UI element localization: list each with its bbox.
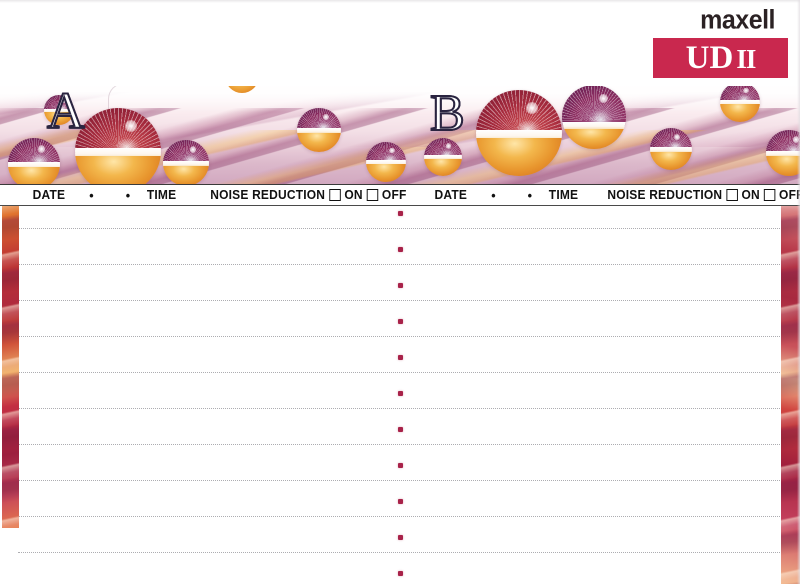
rule-line xyxy=(18,408,782,410)
center-divider-dot xyxy=(398,391,403,396)
side-a-fields: DATE • • TIME NOISE REDUCTION ON OFF xyxy=(0,185,407,205)
rule-line xyxy=(18,264,782,266)
artwork-band xyxy=(0,78,800,190)
rule-line xyxy=(18,516,782,518)
center-divider-dot xyxy=(398,211,403,216)
track-listing-writing-area[interactable] xyxy=(0,204,800,584)
artwork-sphere xyxy=(424,138,462,176)
side-b-fields: DATE • • TIME NOISE REDUCTION ON OFF xyxy=(400,185,800,205)
artwork-sphere xyxy=(297,108,341,152)
date-separator-b-2: • xyxy=(527,187,533,203)
artwork-sphere xyxy=(75,108,161,190)
artwork-sphere xyxy=(8,138,60,190)
rule-line xyxy=(18,228,782,230)
center-divider-dot xyxy=(398,427,403,432)
spine-artwork-right xyxy=(781,188,800,584)
center-divider-dot xyxy=(398,283,403,288)
artwork-sphere xyxy=(562,85,626,149)
spine-artwork-left xyxy=(2,188,19,528)
center-divider-dot xyxy=(398,355,403,360)
product-badge-suffix: II xyxy=(736,43,756,74)
date-label-a: DATE xyxy=(32,188,66,202)
product-badge: UD II xyxy=(653,38,788,78)
noise-reduction-on-checkbox-a[interactable] xyxy=(328,189,341,201)
date-separator-a-1: • xyxy=(89,187,94,203)
side-a-letter: A xyxy=(46,83,86,140)
scan-edge-right xyxy=(797,0,800,584)
artwork-sphere xyxy=(766,130,800,176)
center-divider-dot xyxy=(398,319,403,324)
noise-reduction-group-b: NOISE REDUCTION ON OFF xyxy=(607,188,800,202)
rule-line xyxy=(18,444,782,446)
rule-line xyxy=(18,552,782,554)
rule-line xyxy=(18,480,782,482)
date-label-b: DATE xyxy=(434,188,468,202)
noise-reduction-off-checkbox-b[interactable] xyxy=(763,189,776,201)
center-divider-dot xyxy=(398,463,403,468)
scan-edge-top xyxy=(0,0,800,3)
side-b-letter: B xyxy=(429,85,466,142)
artwork-sphere xyxy=(650,128,692,170)
center-divider-dot xyxy=(398,247,403,252)
center-divider-dot xyxy=(398,499,403,504)
noise-reduction-on-label-a: ON xyxy=(344,188,363,202)
noise-reduction-off-label-a: OFF xyxy=(381,188,407,202)
artwork-sphere xyxy=(476,90,562,176)
center-divider-dot xyxy=(398,571,403,576)
artwork-sphere xyxy=(44,95,74,125)
card-header: maxell UD II xyxy=(0,0,800,86)
time-label-a: TIME xyxy=(146,188,177,202)
rule-line xyxy=(18,372,782,374)
artwork-sphere xyxy=(366,142,406,182)
rule-line xyxy=(18,336,782,338)
date-separator-a-2: • xyxy=(125,187,131,203)
noise-reduction-label-a: NOISE REDUCTION xyxy=(210,188,326,202)
date-separator-b-1: • xyxy=(491,187,496,203)
product-badge-main: UD xyxy=(685,39,734,76)
noise-reduction-group-a: NOISE REDUCTION ON OFF xyxy=(210,188,406,202)
noise-reduction-off-checkbox-a[interactable] xyxy=(366,189,379,201)
time-label-b: TIME xyxy=(548,188,579,202)
noise-reduction-off-label-b: OFF xyxy=(779,188,800,202)
noise-reduction-on-checkbox-b[interactable] xyxy=(726,189,738,201)
center-divider-dot xyxy=(398,535,403,540)
maxell-logo: maxell xyxy=(700,4,775,36)
noise-reduction-on-label-b: ON xyxy=(741,188,760,202)
artwork-sphere xyxy=(163,140,209,186)
artwork-sphere xyxy=(720,82,760,122)
rule-line xyxy=(18,300,782,302)
field-header-strip: DATE • • TIME NOISE REDUCTION ON OFF DAT… xyxy=(0,184,800,206)
noise-reduction-label-b: NOISE REDUCTION xyxy=(607,188,723,202)
